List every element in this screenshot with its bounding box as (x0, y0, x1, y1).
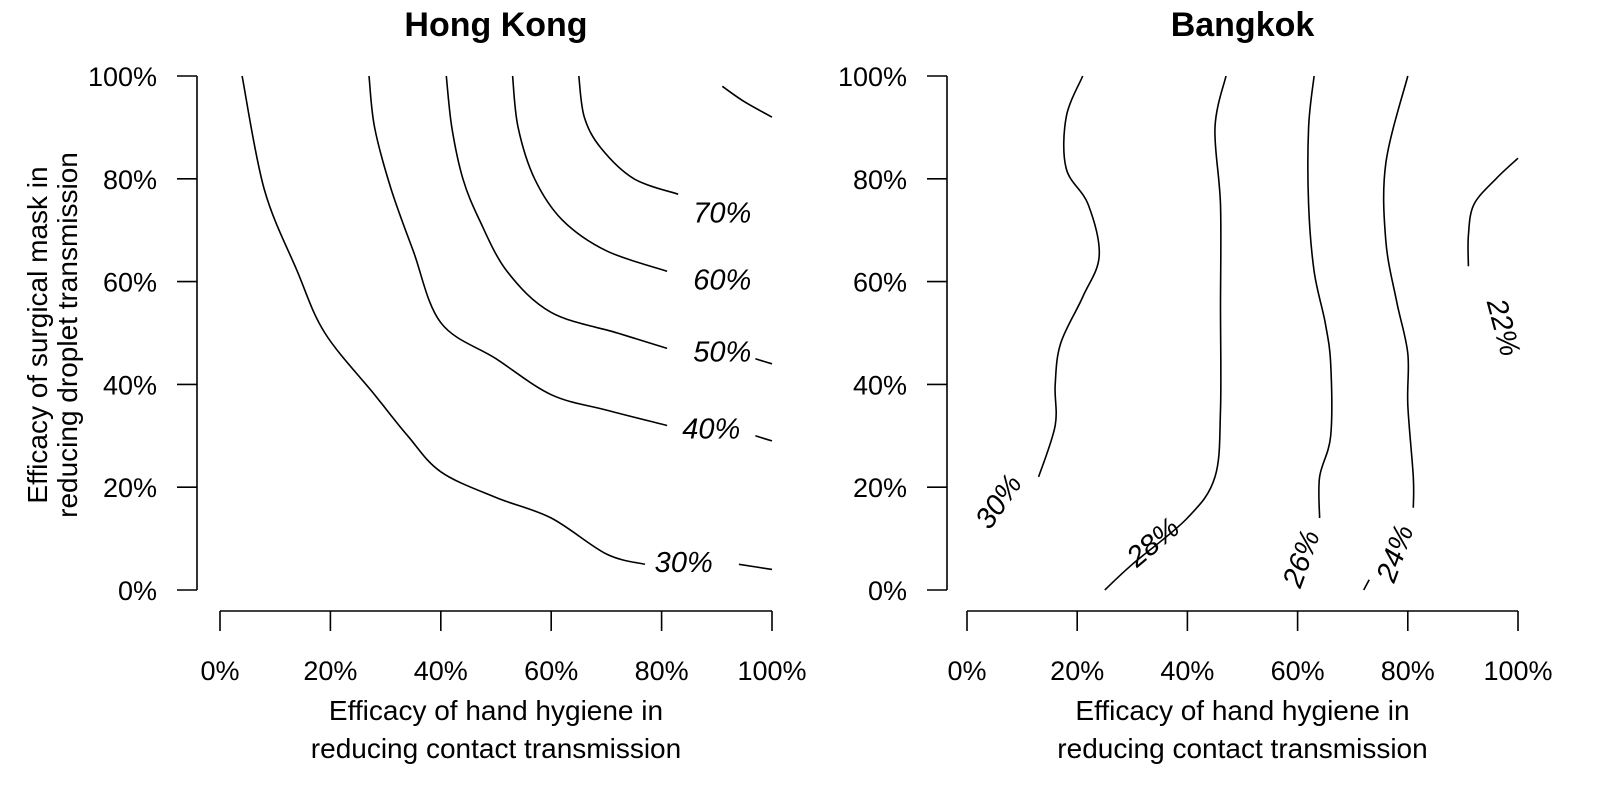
panel-title: Bangkok (1171, 6, 1315, 44)
contour-line (578, 75, 679, 195)
contour-line (445, 75, 668, 350)
y-axis-label-line2: reducing droplet transmission (52, 152, 83, 518)
x-tick-label: 100% (1483, 656, 1552, 686)
contour-line (511, 75, 668, 273)
x-tick-label: 0% (200, 656, 239, 686)
panel-title: Hong Kong (404, 6, 587, 44)
y-tick-label: 40% (103, 370, 157, 400)
contour-level-label: 22% (1480, 294, 1526, 359)
y-tick-label: 80% (853, 165, 907, 195)
y-tick-label: 0% (868, 576, 907, 606)
y-tick-label: 40% (853, 370, 907, 400)
y-tick-label: 60% (853, 268, 907, 298)
x-tick-label: 80% (635, 656, 689, 686)
contour-level-label: 60% (693, 264, 751, 296)
y-axis-label: Efficacy of surgical mask in reducing dr… (22, 152, 83, 518)
contour-level-label: 50% (693, 336, 751, 368)
x-tick-label: 60% (524, 656, 578, 686)
y-tick-label: 20% (853, 473, 907, 503)
bangkok-panel: Bangkok 0% 20% 40% 60% 80% 100% 0% 20% 40% 60% 80% 1… (838, 6, 1553, 764)
contour-line (1037, 75, 1101, 478)
contour-line (1362, 579, 1370, 591)
contour-line-tail (755, 357, 773, 365)
y-tick-label: 20% (103, 473, 157, 503)
contour-line (1307, 75, 1333, 519)
y-tick-label: 0% (118, 576, 157, 606)
contour-level-label: 70% (693, 197, 751, 229)
x-tick-label: 20% (1050, 656, 1104, 686)
contour-level-label: 24% (1370, 521, 1420, 587)
y-tick-label: 100% (838, 62, 907, 92)
contour-line (1104, 75, 1227, 591)
y-tick-label: 60% (103, 268, 157, 298)
contour-line (368, 75, 668, 427)
x-axis-label-line2: reducing contact transmission (311, 733, 681, 764)
x-tick-label: 100% (737, 656, 806, 686)
contour-line-tail (755, 435, 773, 442)
x-tick-label: 0% (947, 656, 986, 686)
x-axis-label-line2: reducing contact transmission (1057, 733, 1427, 764)
hong-kong-panel: Hong Kong 0% 20% 40% 60% 80% 100% 0% 20% 40% 60% 80… (88, 6, 807, 764)
y-axis-label-line1: Efficacy of surgical mask in (22, 166, 53, 503)
contour-line-tail (738, 563, 773, 571)
x-tick-label: 60% (1271, 656, 1325, 686)
contour-level-label: 30% (655, 547, 713, 579)
y-tick-label: 100% (88, 62, 157, 92)
x-tick-label: 40% (414, 656, 468, 686)
contour-level-label: 26% (1277, 526, 1327, 592)
contour-line (1382, 75, 1415, 508)
x-tick-label: 80% (1381, 656, 1435, 686)
y-tick-label: 80% (103, 165, 157, 195)
contour-level-label: 30% (969, 469, 1029, 535)
x-tick-label: 40% (1160, 656, 1214, 686)
contour-line (1467, 157, 1519, 267)
contour-level-label: 28% (1120, 512, 1186, 574)
contour-line (721, 85, 773, 118)
contour-line (241, 75, 646, 566)
x-axis-label-line1: Efficacy of hand hygiene in (1075, 695, 1409, 726)
x-tick-label: 20% (303, 656, 357, 686)
contour-level-label: 40% (682, 413, 740, 445)
x-axis-label-line1: Efficacy of hand hygiene in (329, 695, 663, 726)
